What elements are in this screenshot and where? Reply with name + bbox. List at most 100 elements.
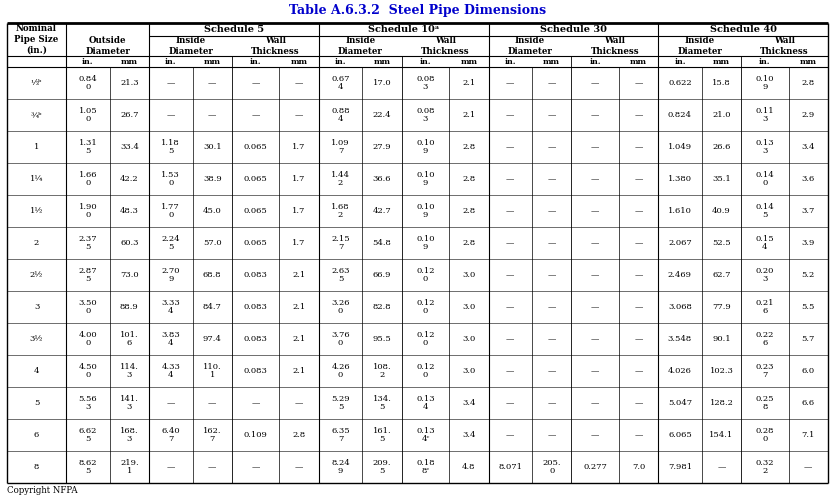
Text: —: — xyxy=(548,175,556,183)
Text: —: — xyxy=(635,367,643,375)
Text: 84.7: 84.7 xyxy=(203,303,221,311)
Text: Wall
Thickness: Wall Thickness xyxy=(421,36,469,56)
Text: 8.071: 8.071 xyxy=(498,463,522,471)
Text: —: — xyxy=(506,111,514,119)
Text: —: — xyxy=(591,207,600,215)
Text: 0.12
0: 0.12 0 xyxy=(416,267,435,283)
Text: 162.
7: 162. 7 xyxy=(203,427,221,443)
Text: 0.25
8: 0.25 8 xyxy=(756,395,774,411)
Text: 110.
1: 110. 1 xyxy=(203,363,221,379)
Text: 4.00
0: 4.00 0 xyxy=(78,330,97,347)
Text: 3.0: 3.0 xyxy=(463,335,475,343)
Text: 38.9: 38.9 xyxy=(203,175,221,183)
Text: 21.3: 21.3 xyxy=(120,79,139,87)
Text: —: — xyxy=(635,143,643,151)
Text: Table A.6.3.2  Steel Pipe Dimensions: Table A.6.3.2 Steel Pipe Dimensions xyxy=(289,4,546,17)
Text: 3: 3 xyxy=(34,303,39,311)
Text: 1.7: 1.7 xyxy=(292,143,306,151)
Text: —: — xyxy=(251,111,260,119)
Text: 4.26
0: 4.26 0 xyxy=(331,363,350,379)
Text: 1.05
0: 1.05 0 xyxy=(78,107,97,123)
Text: in.: in. xyxy=(335,57,347,65)
Text: 0.10
9: 0.10 9 xyxy=(416,235,435,252)
Text: 2.8: 2.8 xyxy=(463,175,475,183)
Text: 35.1: 35.1 xyxy=(712,175,731,183)
Text: Schedule 40: Schedule 40 xyxy=(710,25,777,34)
Text: 1.09
7: 1.09 7 xyxy=(331,139,350,155)
Text: 0.065: 0.065 xyxy=(244,207,267,215)
Text: 102.3: 102.3 xyxy=(710,367,733,375)
Text: 77.9: 77.9 xyxy=(712,303,731,311)
Text: 0.20
3: 0.20 3 xyxy=(756,267,774,283)
Text: 6.35
7: 6.35 7 xyxy=(331,427,350,443)
Text: 0.21
6: 0.21 6 xyxy=(756,299,774,315)
Text: 1.66
0: 1.66 0 xyxy=(78,171,97,187)
Text: 2.1: 2.1 xyxy=(292,367,306,375)
Text: —: — xyxy=(251,463,260,471)
Text: 134.
5: 134. 5 xyxy=(372,395,392,411)
Text: 1.53
0: 1.53 0 xyxy=(161,171,180,187)
Text: 30.1: 30.1 xyxy=(203,143,221,151)
Text: 0.065: 0.065 xyxy=(244,239,267,247)
Text: —: — xyxy=(506,303,514,311)
Text: —: — xyxy=(208,463,216,471)
Text: —: — xyxy=(295,111,303,119)
Text: 205.
0: 205. 0 xyxy=(543,459,561,475)
Text: —: — xyxy=(548,207,556,215)
Text: 168.
3: 168. 3 xyxy=(120,427,139,443)
Text: —: — xyxy=(591,79,600,87)
Text: —: — xyxy=(251,399,260,407)
Text: mm: mm xyxy=(544,57,560,65)
Text: 0.28
0: 0.28 0 xyxy=(756,427,774,443)
Text: 1.610: 1.610 xyxy=(668,207,692,215)
Text: 0.88
4: 0.88 4 xyxy=(331,107,350,123)
Text: mm: mm xyxy=(291,57,307,65)
Text: 33.4: 33.4 xyxy=(120,143,139,151)
Text: —: — xyxy=(167,399,175,407)
Text: 40.9: 40.9 xyxy=(712,207,731,215)
Text: 2.8: 2.8 xyxy=(802,79,815,87)
Text: 6.065: 6.065 xyxy=(668,431,692,439)
Text: Schedule 10ᵃ: Schedule 10ᵃ xyxy=(368,25,439,34)
Text: 2.469: 2.469 xyxy=(668,271,692,279)
Text: mm: mm xyxy=(713,57,730,65)
Text: mm: mm xyxy=(460,57,478,65)
Text: —: — xyxy=(635,79,643,87)
Text: 3.4: 3.4 xyxy=(462,431,476,439)
Text: —: — xyxy=(506,335,514,343)
Text: Schedule 5: Schedule 5 xyxy=(204,25,264,34)
Text: —: — xyxy=(506,143,514,151)
Text: 0.15
4: 0.15 4 xyxy=(756,235,774,252)
Text: —: — xyxy=(506,431,514,439)
Text: 0.10
9: 0.10 9 xyxy=(416,139,435,155)
Text: 3.4: 3.4 xyxy=(802,143,815,151)
Text: mm: mm xyxy=(121,57,138,65)
Text: 0.109: 0.109 xyxy=(244,431,267,439)
Text: —: — xyxy=(208,111,216,119)
Text: —: — xyxy=(548,271,556,279)
Text: 3.0: 3.0 xyxy=(463,303,475,311)
Text: —: — xyxy=(167,79,175,87)
Text: 2.1: 2.1 xyxy=(292,335,306,343)
Text: Inside
Diameter: Inside Diameter xyxy=(677,36,722,56)
Text: 0.622: 0.622 xyxy=(668,79,691,87)
Text: —: — xyxy=(295,399,303,407)
Text: 57.0: 57.0 xyxy=(203,239,221,247)
Text: 3.7: 3.7 xyxy=(802,207,815,215)
Text: mm: mm xyxy=(373,57,391,65)
Text: 5.047: 5.047 xyxy=(668,399,692,407)
Text: 8.62
5: 8.62 5 xyxy=(78,459,97,475)
Text: —: — xyxy=(635,111,643,119)
Text: 97.4: 97.4 xyxy=(203,335,221,343)
Text: —: — xyxy=(506,367,514,375)
Text: Inside
Diameter: Inside Diameter xyxy=(338,36,382,56)
Text: 1.18
5: 1.18 5 xyxy=(161,139,180,155)
Text: 6.6: 6.6 xyxy=(802,399,815,407)
Text: 1.7: 1.7 xyxy=(292,239,306,247)
Text: 2.24
5: 2.24 5 xyxy=(161,235,180,252)
Text: Wall
Thickness: Wall Thickness xyxy=(761,36,809,56)
Text: 1.380: 1.380 xyxy=(668,175,692,183)
Text: 2.1: 2.1 xyxy=(292,271,306,279)
Text: 5: 5 xyxy=(34,399,39,407)
Text: —: — xyxy=(167,463,175,471)
